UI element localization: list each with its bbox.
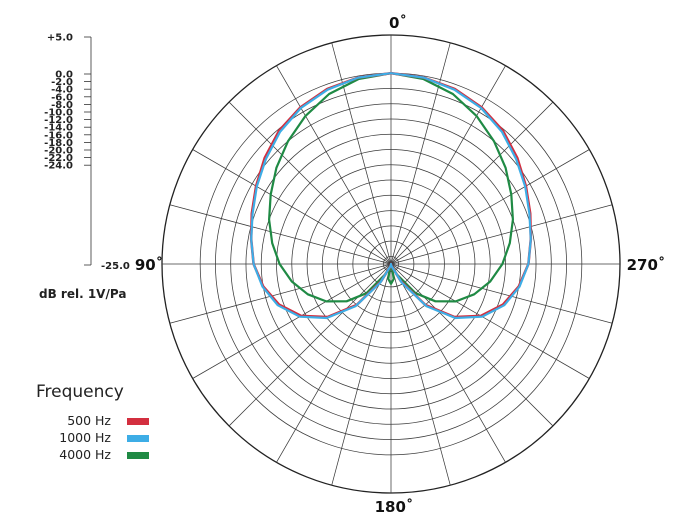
grid-spoke	[390, 204, 613, 265]
angle-label-90: 90˚	[135, 256, 163, 274]
grid-spoke	[228, 101, 392, 265]
scale-tick-label: -6.0	[51, 92, 73, 103]
grid-spoke	[169, 204, 392, 265]
scale-tick-label: -22.0	[44, 153, 73, 164]
scale-tick-label: -2.0	[51, 77, 73, 88]
db-scale: +5.00.0-2.0-4.0-6.0-8.0-10.0-12.0-14.0-1…	[44, 33, 130, 273]
angle-label-0: 0˚	[389, 14, 407, 32]
polar-curves	[249, 71, 533, 320]
scale-tick-label: -4.0	[51, 85, 73, 96]
series-line-4000hz	[268, 72, 514, 303]
legend-swatch	[127, 452, 149, 459]
grid-spoke	[390, 101, 554, 265]
scale-tick-label: -20.0	[44, 146, 73, 157]
grid-spoke	[192, 263, 392, 379]
legend-swatch	[127, 418, 149, 425]
grid-spoke	[169, 263, 392, 324]
scale-tick-label: -14.0	[44, 123, 73, 134]
grid-spoke	[390, 263, 451, 486]
scale-tick-label: -24.0	[44, 161, 73, 172]
series-line-1000hz	[250, 72, 532, 320]
scale-tick-label: -16.0	[44, 130, 73, 141]
angle-label-270: 270˚	[627, 256, 666, 274]
legend-label: 500 Hz	[67, 413, 111, 428]
scale-tick-label: -12.0	[44, 115, 73, 126]
legend-title: Frequency	[36, 382, 124, 402]
grid-spoke	[192, 149, 392, 265]
legend-swatch	[127, 435, 149, 442]
grid-spoke	[390, 263, 506, 463]
scale-tick-label: +5.0	[47, 33, 73, 44]
grid-spoke	[390, 149, 590, 265]
grid-spoke	[331, 263, 392, 486]
y-axis-label: dB rel. 1V/Pa	[39, 287, 126, 301]
scale-tick-label: 0.0	[55, 70, 73, 81]
legend-label: 4000 Hz	[59, 447, 111, 462]
grid-spoke	[276, 263, 392, 463]
grid-spoke	[390, 263, 613, 324]
grid-spoke	[390, 263, 590, 379]
scale-tick-label: -25.0	[101, 261, 130, 272]
grid-spoke	[276, 65, 392, 265]
grid-spoke	[390, 42, 451, 265]
grid-spoke	[228, 263, 392, 427]
grid-spoke	[390, 65, 506, 265]
grid-spoke	[390, 263, 554, 427]
scale-tick-label: -18.0	[44, 138, 73, 149]
scale-tick-label: -8.0	[51, 100, 73, 111]
legend: 500 Hz 1000 Hz 4000 Hz	[59, 413, 149, 462]
polar-grid	[161, 34, 621, 494]
scale-tick-label: -10.0	[44, 108, 73, 119]
legend-label: 1000 Hz	[59, 430, 111, 445]
angle-label-180: 180˚	[375, 498, 414, 516]
grid-spoke	[331, 42, 392, 265]
